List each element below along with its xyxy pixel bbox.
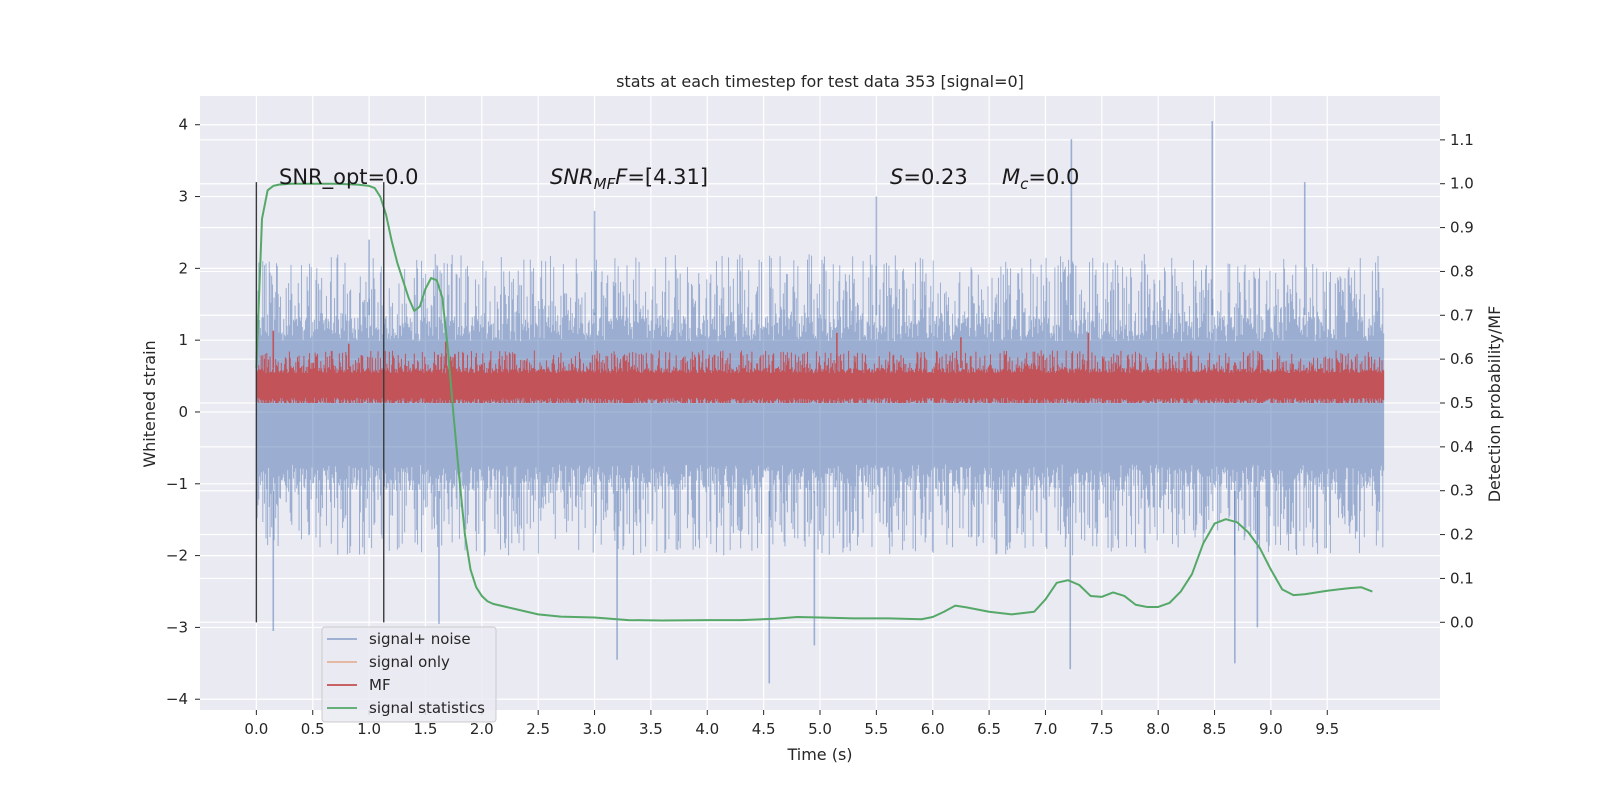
x-tick-label: 9.0 xyxy=(1259,720,1283,738)
x-tick-label: 5.0 xyxy=(808,720,832,738)
annotation-mc-subscript: c xyxy=(1020,175,1029,193)
y-right-tick-label: 1.0 xyxy=(1450,175,1474,193)
annotation-mc: Mc=0.0 xyxy=(1002,165,1079,193)
y-left-tick-label: −4 xyxy=(166,690,188,708)
x-tick-label: 7.0 xyxy=(1034,720,1058,738)
x-tick-label: 8.0 xyxy=(1146,720,1170,738)
y-axis-left-title: Whitened strain xyxy=(140,340,159,467)
annotation-s-symbol: S xyxy=(890,165,903,189)
y-right-tick-label: 1.1 xyxy=(1450,131,1474,149)
vertical-markers xyxy=(255,182,385,623)
y-right-tick-label: 0.2 xyxy=(1450,526,1474,544)
y-right-tick-label: 0.8 xyxy=(1450,262,1474,280)
y-left-tick-label: 3 xyxy=(178,188,188,206)
x-tick-label: 0.0 xyxy=(244,720,268,738)
y-left-tick-label: −3 xyxy=(166,618,188,636)
annotation-snr-mf-f: F xyxy=(615,165,628,189)
y-left-tick-label: 2 xyxy=(178,259,188,277)
annotation-s: S=0.23 xyxy=(890,165,968,189)
legend-box xyxy=(321,626,497,723)
legend-label-signal-noise: signal+ noise xyxy=(369,630,471,648)
series-signal-statistics xyxy=(255,182,1373,622)
annotation-snr-mf-value: =[4.31] xyxy=(627,165,708,189)
x-axis-title: Time (s) xyxy=(786,745,852,764)
y-left-tick-label: 4 xyxy=(178,116,188,134)
y-right-tick-label: 0.6 xyxy=(1450,350,1474,368)
axes: 0.0 0.5 1.0 1.5 2.0 2.5 3.0 3.5 4.0 4.5 5.0 5.5 6.0 6… xyxy=(166,116,1474,738)
x-tick-label: 0.5 xyxy=(301,720,325,738)
y-left-tick-label: −1 xyxy=(166,475,188,493)
x-tick-label: 9.5 xyxy=(1315,720,1339,738)
x-tick-label: 1.0 xyxy=(357,720,381,738)
annotation-mc-value: =0.0 xyxy=(1028,165,1079,189)
y-right-tick-label: 0.1 xyxy=(1450,569,1474,587)
x-tick-label: 8.5 xyxy=(1203,720,1227,738)
x-tick-label: 2.5 xyxy=(526,720,550,738)
x-tick-label: 3.5 xyxy=(639,720,663,738)
y-left-tick-label: 0 xyxy=(178,403,188,421)
annotation-snr-mf-subscript: MF xyxy=(594,175,616,193)
x-tick-label: 4.5 xyxy=(752,720,776,738)
x-tick-label: 5.5 xyxy=(864,720,888,738)
x-tick-label: 1.5 xyxy=(414,720,438,738)
x-tick-label: 6.0 xyxy=(921,720,945,738)
y-right-tick-label: 0.4 xyxy=(1450,438,1474,456)
x-tick-label: 4.0 xyxy=(695,720,719,738)
annotations: SNR_opt=0.0 SNRMFF=[4.31] S=0.23 Mc=0.0 xyxy=(279,165,1079,193)
chart-title: stats at each timestep for test data 353… xyxy=(616,72,1024,91)
annotation-snr-opt: SNR_opt=0.0 xyxy=(279,165,419,190)
annotation-snr-mf: SNRMFF=[4.31] xyxy=(550,165,708,193)
x-tick-label: 2.0 xyxy=(470,720,494,738)
y-right-tick-label: 0.3 xyxy=(1450,482,1474,500)
y-right-tick-label: 0.0 xyxy=(1450,613,1474,631)
annotation-mc-symbol: M xyxy=(1002,165,1020,189)
y-right-tick-label: 0.5 xyxy=(1450,394,1474,412)
legend: signal+ noise signal only MF signal stat… xyxy=(321,626,497,723)
x-tick-label: 3.0 xyxy=(583,720,607,738)
y-right-tick-label: 0.7 xyxy=(1450,306,1474,324)
legend-label-signal-only: signal only xyxy=(369,653,450,671)
legend-label-signal-statistics: signal statistics xyxy=(369,699,485,717)
annotation-snr-mf-symbol: SNR xyxy=(550,165,594,189)
y-right-tick-label: 0.9 xyxy=(1450,219,1474,237)
y-left-tick-label: 1 xyxy=(178,331,188,349)
annotation-s-value: =0.23 xyxy=(903,165,967,189)
y-axis-right-title: Detection probability/MF xyxy=(1485,306,1504,503)
x-tick-label: 6.5 xyxy=(977,720,1001,738)
legend-label-mf: MF xyxy=(369,676,391,694)
x-tick-label: 7.5 xyxy=(1090,720,1114,738)
y-left-tick-label: −2 xyxy=(166,547,188,565)
